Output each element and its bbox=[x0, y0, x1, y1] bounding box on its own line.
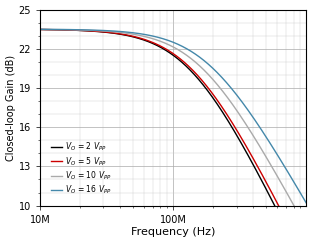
Legend: $V_O$ = 2 $V_{PP}$, $V_O$ = 5 $V_{PP}$, $V_O$ = 10 $V_{PP}$, $V_O$ = 16 $V_{PP}$: $V_O$ = 2 $V_{PP}$, $V_O$ = 5 $V_{PP}$, … bbox=[49, 139, 113, 198]
Y-axis label: Closed-loop Gain (dB): Closed-loop Gain (dB) bbox=[6, 54, 16, 161]
X-axis label: Frequency (Hz): Frequency (Hz) bbox=[131, 227, 215, 237]
